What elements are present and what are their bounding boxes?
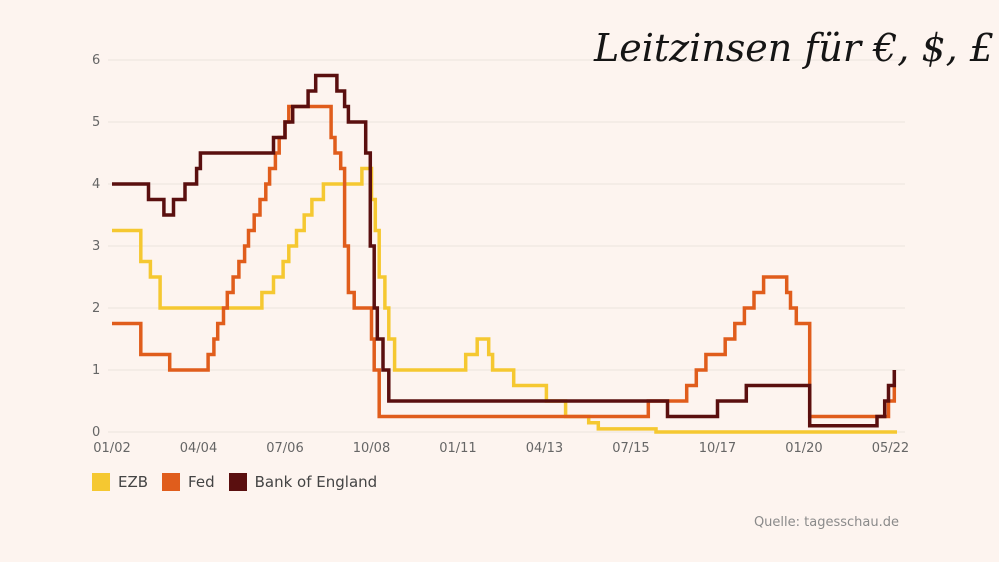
y-tick-label: 2 (92, 301, 100, 316)
x-tick-label: 07/06 (266, 441, 303, 456)
legend-label-boe: Bank of England (254, 473, 378, 491)
x-tick-label: 07/15 (612, 441, 649, 456)
legend: EZB Fed Bank of England (92, 473, 377, 491)
legend-label-ezb: EZB (118, 473, 149, 491)
y-tick-label: 5 (92, 115, 100, 130)
y-tick-label: 6 (92, 53, 100, 68)
grid-lines (108, 59, 905, 433)
legend-swatch-ezb (92, 473, 110, 491)
x-axis-ticks: 01/02 04/04 07/06 10/08 01/11 04/13 07/15 10/17… (93, 441, 909, 456)
x-tick-label: 10/17 (699, 441, 736, 456)
fed-line (112, 104, 897, 419)
legend-item-fed: Fed (162, 473, 215, 491)
legend-label-fed: Fed (188, 473, 215, 491)
x-tick-label: 05/22 (872, 441, 909, 456)
x-tick-label: 10/08 (353, 441, 390, 456)
series-lines (112, 73, 897, 434)
y-tick-label: 3 (92, 239, 100, 254)
legend-swatch-fed (162, 473, 181, 491)
y-axis-ticks: 0 1 2 3 4 5 6 (92, 53, 100, 440)
chart-title: Leitzinsen für €, $, £ (594, 26, 994, 70)
legend-item-boe: Bank of England (228, 473, 378, 491)
y-tick-label: 0 (92, 425, 100, 440)
x-tick-label: 01/02 (93, 441, 130, 456)
legend-swatch-boe (228, 473, 247, 491)
x-tick-label: 01/11 (439, 441, 476, 456)
ezb-line (112, 166, 897, 434)
x-tick-label: 04/13 (526, 441, 563, 456)
y-tick-label: 1 (92, 363, 100, 378)
y-tick-label: 4 (92, 177, 100, 192)
legend-item-ezb: EZB (92, 473, 148, 491)
x-tick-label: 04/04 (180, 441, 217, 456)
x-tick-label: 01/20 (785, 441, 822, 456)
boe-line (112, 73, 897, 428)
source-note: Quelle: tagesschau.de (753, 515, 899, 530)
